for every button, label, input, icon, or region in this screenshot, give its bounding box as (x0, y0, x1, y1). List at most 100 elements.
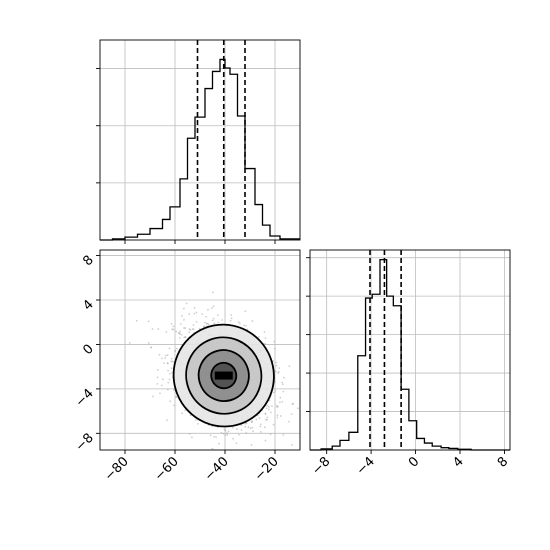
scatter-point (267, 405, 270, 408)
scatter-point (180, 333, 183, 336)
scatter-point (291, 403, 294, 406)
scatter-point (264, 343, 267, 345)
scatter-point (221, 319, 224, 321)
scatter-point (281, 383, 284, 386)
density-panel: −80 −60 −40 −20 8 4 0 −4 −8 (73, 249, 301, 484)
scatter-point (156, 383, 159, 385)
scatter-point (172, 388, 175, 391)
scatter-point (183, 327, 185, 329)
scatter-point (185, 302, 188, 305)
scatter-point (172, 328, 175, 331)
scatter-point (264, 418, 267, 421)
scatter-point (191, 328, 194, 330)
scatter-point (156, 369, 159, 371)
scatter-point (170, 360, 173, 363)
histogram-bar (372, 294, 380, 450)
histogram-step-line (100, 58, 300, 241)
scatter-point (250, 444, 253, 446)
scatter-point (182, 307, 185, 310)
scatter-point (275, 361, 278, 364)
scatter-point (238, 433, 240, 436)
scatter-point (238, 322, 241, 325)
scatter-point (201, 313, 204, 316)
scatter-point (170, 367, 173, 370)
scatter-point (230, 317, 233, 320)
scatter-point (212, 305, 215, 308)
scatter-point (156, 376, 159, 379)
scatter-point (290, 444, 293, 446)
x-tick-label: −40 (202, 454, 232, 484)
scatter-point (213, 435, 215, 438)
scatter-point (275, 364, 278, 367)
density-content (100, 250, 300, 450)
scatter-point (227, 430, 230, 433)
contour-line (210, 361, 238, 390)
scatter-point (288, 420, 290, 423)
scatter-point (162, 378, 164, 381)
scatter-point (128, 341, 131, 344)
histogram-bar (180, 179, 188, 240)
scatter-point (193, 312, 196, 315)
scatter-point (172, 325, 175, 328)
histogram-bar (393, 306, 401, 450)
scatter-point (169, 400, 172, 403)
scatter-point (179, 330, 181, 333)
scatter-point (159, 392, 161, 395)
scatter-point (266, 416, 269, 419)
scatter-point (188, 313, 191, 316)
scatter-point (166, 419, 168, 422)
scatter-point (202, 325, 205, 328)
scatter-point (259, 423, 262, 426)
scatter-point (273, 340, 276, 343)
scatter-point (290, 413, 293, 416)
scatter-point (269, 433, 272, 436)
y-tick-label: −4 (73, 386, 97, 410)
scatter-point (170, 322, 173, 325)
histogram-bar (150, 229, 163, 240)
scatter-point (135, 319, 138, 322)
scatter-point (267, 408, 270, 411)
scatter-point (251, 426, 254, 429)
histogram-bar (432, 446, 441, 450)
scatter-point (158, 353, 161, 356)
histogram-bar (213, 71, 221, 240)
histogram-bar (401, 389, 409, 450)
scatter-point (259, 431, 262, 433)
scatter-point (224, 434, 227, 436)
scatter-point (189, 329, 192, 331)
scatter-point (211, 291, 214, 294)
histogram-bar (163, 219, 171, 240)
scatter-point (282, 390, 285, 393)
x-tick-label: 4 (450, 454, 466, 470)
scatter-point (282, 433, 285, 436)
scatter-point (173, 404, 175, 407)
contour-line (172, 323, 275, 428)
scatter-point (251, 320, 254, 322)
scatter-point (161, 357, 163, 360)
histogram-bar (409, 421, 417, 450)
scatter-point (263, 331, 266, 334)
scatter-point (249, 427, 252, 430)
scatter-point (251, 420, 253, 423)
scatter-point (270, 411, 272, 414)
x-tick-label: −20 (252, 454, 282, 484)
scatter-point (171, 360, 174, 363)
scatter-point (213, 322, 216, 325)
scatter-point (212, 317, 215, 320)
histogram-step-line (310, 258, 510, 451)
y-tick-label: −8 (73, 431, 97, 455)
scatter-point (166, 362, 169, 364)
scatter-point (278, 367, 281, 370)
histogram-bar (332, 446, 340, 450)
scatter-point (181, 315, 183, 317)
scatter-point (175, 395, 178, 398)
scatter-point (217, 321, 219, 324)
scatter-point (205, 315, 208, 318)
histogram-bar (205, 89, 213, 240)
scatter-point (264, 413, 267, 415)
scatter-point (229, 319, 232, 322)
scatter-point (273, 391, 275, 394)
scatter-point (167, 369, 169, 372)
scatter-point (264, 337, 267, 340)
